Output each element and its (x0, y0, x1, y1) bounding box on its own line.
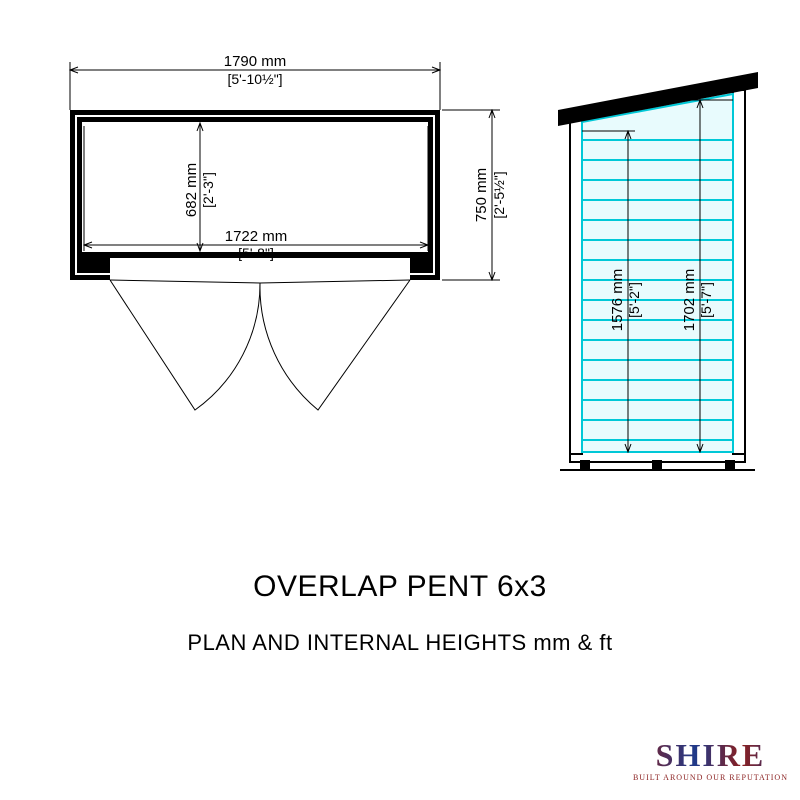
elevation-base (560, 452, 755, 470)
door-swings (110, 280, 410, 410)
brand-tagline: BUILT AROUND OUR REPUTATION (633, 773, 788, 782)
dim-low-mm: 1576 mm (609, 269, 626, 332)
dim-high-mm: 1702 mm (681, 269, 698, 332)
dim-outer-depth-ft: [2'-5½"] (491, 171, 507, 218)
elevation-cladding (582, 94, 733, 452)
diagram-canvas: 1722 mm [5'-8"] 682 mm [2'-3"] 1790 mm [… (0, 0, 800, 800)
dim-outer-depth-mm: 750 mm (473, 168, 490, 222)
brand-name: SHIRE (633, 739, 788, 771)
dim-inner-depth-mm: 682 mm (183, 163, 200, 217)
dim-outer-width: 1790 mm [5'-10½"] (70, 53, 440, 110)
dim-inner-width-ft: [5'-8"] (238, 245, 274, 261)
plan-view: 1722 mm [5'-8"] 682 mm [2'-3"] 1790 mm [… (0, 0, 540, 470)
dim-inner-depth-ft: [2'-3"] (200, 172, 216, 208)
dim-low-ft: [5'-2"] (626, 282, 642, 318)
dim-high-ft: [5'-7"] (698, 282, 714, 318)
brand-logo: SHIRE BUILT AROUND OUR REPUTATION (633, 739, 788, 782)
dim-outer-width-mm: 1790 mm (224, 53, 287, 70)
title: OVERLAP PENT 6x3 (0, 570, 800, 604)
elevation-view: 1576 mm [5'-2"] 1702 mm [5'-7"] (540, 0, 800, 500)
dim-outer-depth: 750 mm [2'-5½"] (442, 110, 507, 280)
dim-inner-width-mm: 1722 mm (225, 228, 288, 245)
dim-outer-width-ft: [5'-10½"] (227, 71, 282, 87)
subtitle: PLAN AND INTERNAL HEIGHTS mm & ft (0, 630, 800, 656)
